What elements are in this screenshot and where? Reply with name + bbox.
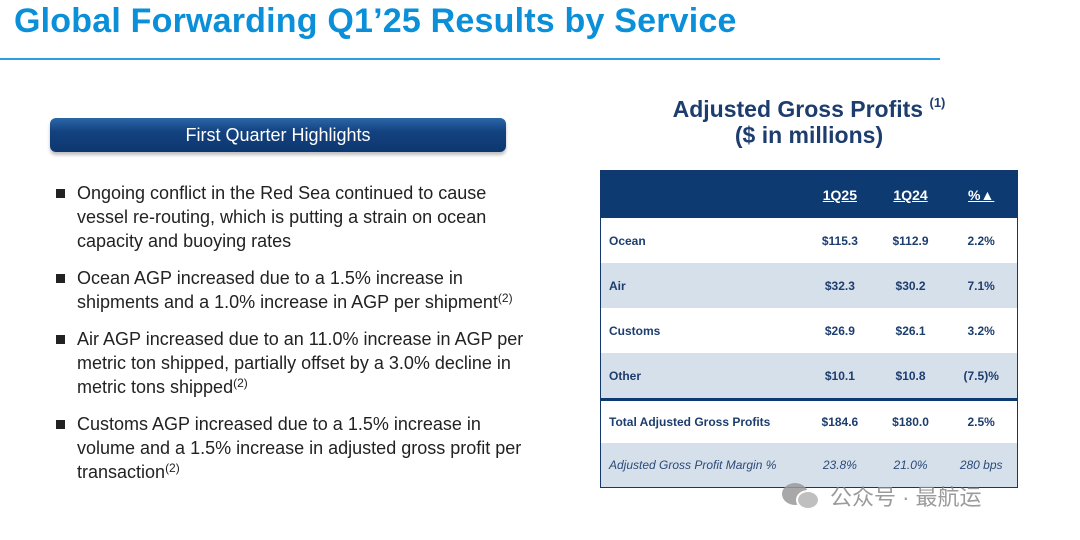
table-heading-title: Adjusted Gross Profits <box>672 96 924 122</box>
bullet-square-icon <box>56 420 65 429</box>
cell-pct: 2.2% <box>967 233 995 248</box>
header-cell-1q24: 1Q24 <box>893 186 928 203</box>
footnote-ref: (2) <box>497 291 513 305</box>
list-item: Customs AGP increased due to a 1.5% incr… <box>56 412 526 484</box>
bullet-text: Ocean AGP increased due to a 1.5% increa… <box>77 268 498 312</box>
list-item: Ongoing conflict in the Red Sea continue… <box>56 181 526 253</box>
row-label: Other <box>609 368 642 383</box>
header-cell-pct-change: %▲ <box>968 186 995 203</box>
row-label: Ocean <box>609 233 646 248</box>
table-total-row: Total Adjusted Gross Profits $184.6 $180… <box>601 398 1017 443</box>
cell-1q24: $112.9 <box>892 233 929 248</box>
cell-pct: (7.5)% <box>963 368 999 383</box>
cell-1q24: $180.0 <box>892 415 929 429</box>
cell-1q24: 21.0% <box>893 458 928 472</box>
page-title: Global Forwarding Q1’25 Results by Servi… <box>14 2 737 40</box>
footnote-ref: (1) <box>929 95 946 110</box>
footnote-ref: (2) <box>165 461 180 475</box>
cell-1q25: $10.1 <box>824 368 855 383</box>
list-item: Air AGP increased due to an 11.0% increa… <box>56 327 526 399</box>
cell-1q25: $32.3 <box>824 278 855 293</box>
cell-1q25: $184.6 <box>821 415 859 429</box>
bullet-square-icon <box>56 335 65 344</box>
cell-pct: 2.5% <box>967 415 995 429</box>
table-heading: Adjusted Gross Profits (1) ($ in million… <box>600 96 1018 148</box>
row-label: Adjusted Gross Profit Margin % <box>609 458 777 472</box>
table-row: Ocean $115.3 $112.9 2.2% <box>601 218 1017 263</box>
footnote-ref: (2) <box>233 376 248 390</box>
bullet-text: Ongoing conflict in the Red Sea continue… <box>77 183 487 251</box>
highlights-banner: First Quarter Highlights <box>50 118 506 152</box>
bullet-text: Air AGP increased due to an 11.0% increa… <box>77 329 524 397</box>
cell-1q25: 23.8% <box>822 458 857 472</box>
bullet-square-icon <box>56 189 65 198</box>
highlights-list: Ongoing conflict in the Red Sea continue… <box>56 181 526 497</box>
agp-table: 1Q25 1Q24 %▲ Ocean $115.3 $112.9 2.2% Ai… <box>600 170 1018 488</box>
cell-pct: 3.2% <box>967 323 995 338</box>
cell-1q24: $10.8 <box>895 368 926 383</box>
cell-1q24: $26.1 <box>895 323 926 338</box>
table-row: Air $32.3 $30.2 7.1% <box>601 263 1017 308</box>
bullet-text: Customs AGP increased due to a 1.5% incr… <box>77 414 522 482</box>
watermark-text: 公众号 · 最航运 <box>830 485 982 510</box>
title-divider <box>0 58 940 60</box>
bullet-square-icon <box>56 274 65 283</box>
cell-1q24: $30.2 <box>895 278 926 293</box>
cell-1q25: $115.3 <box>821 233 858 248</box>
table-row: Other $10.1 $10.8 (7.5)% <box>601 353 1017 398</box>
row-label: Air <box>609 278 626 293</box>
row-label: Customs <box>609 323 661 338</box>
table-heading-units: ($ in millions) <box>734 122 884 148</box>
table-row: Customs $26.9 $26.1 3.2% <box>601 308 1017 353</box>
header-cell-1q25: 1Q25 <box>822 186 857 203</box>
row-label: Total Adjusted Gross Profits <box>609 415 771 429</box>
cell-pct: 280 bps <box>959 458 1003 472</box>
cell-pct: 7.1% <box>967 278 995 293</box>
cell-1q25: $26.9 <box>824 323 855 338</box>
watermark: 公众号 · 最航运 <box>782 478 982 514</box>
table-header-row: 1Q25 1Q24 %▲ <box>601 171 1017 218</box>
wechat-icon <box>782 481 822 511</box>
table-margin-row: Adjusted Gross Profit Margin % 23.8% 21.… <box>601 443 1017 487</box>
list-item: Ocean AGP increased due to a 1.5% increa… <box>56 266 526 314</box>
